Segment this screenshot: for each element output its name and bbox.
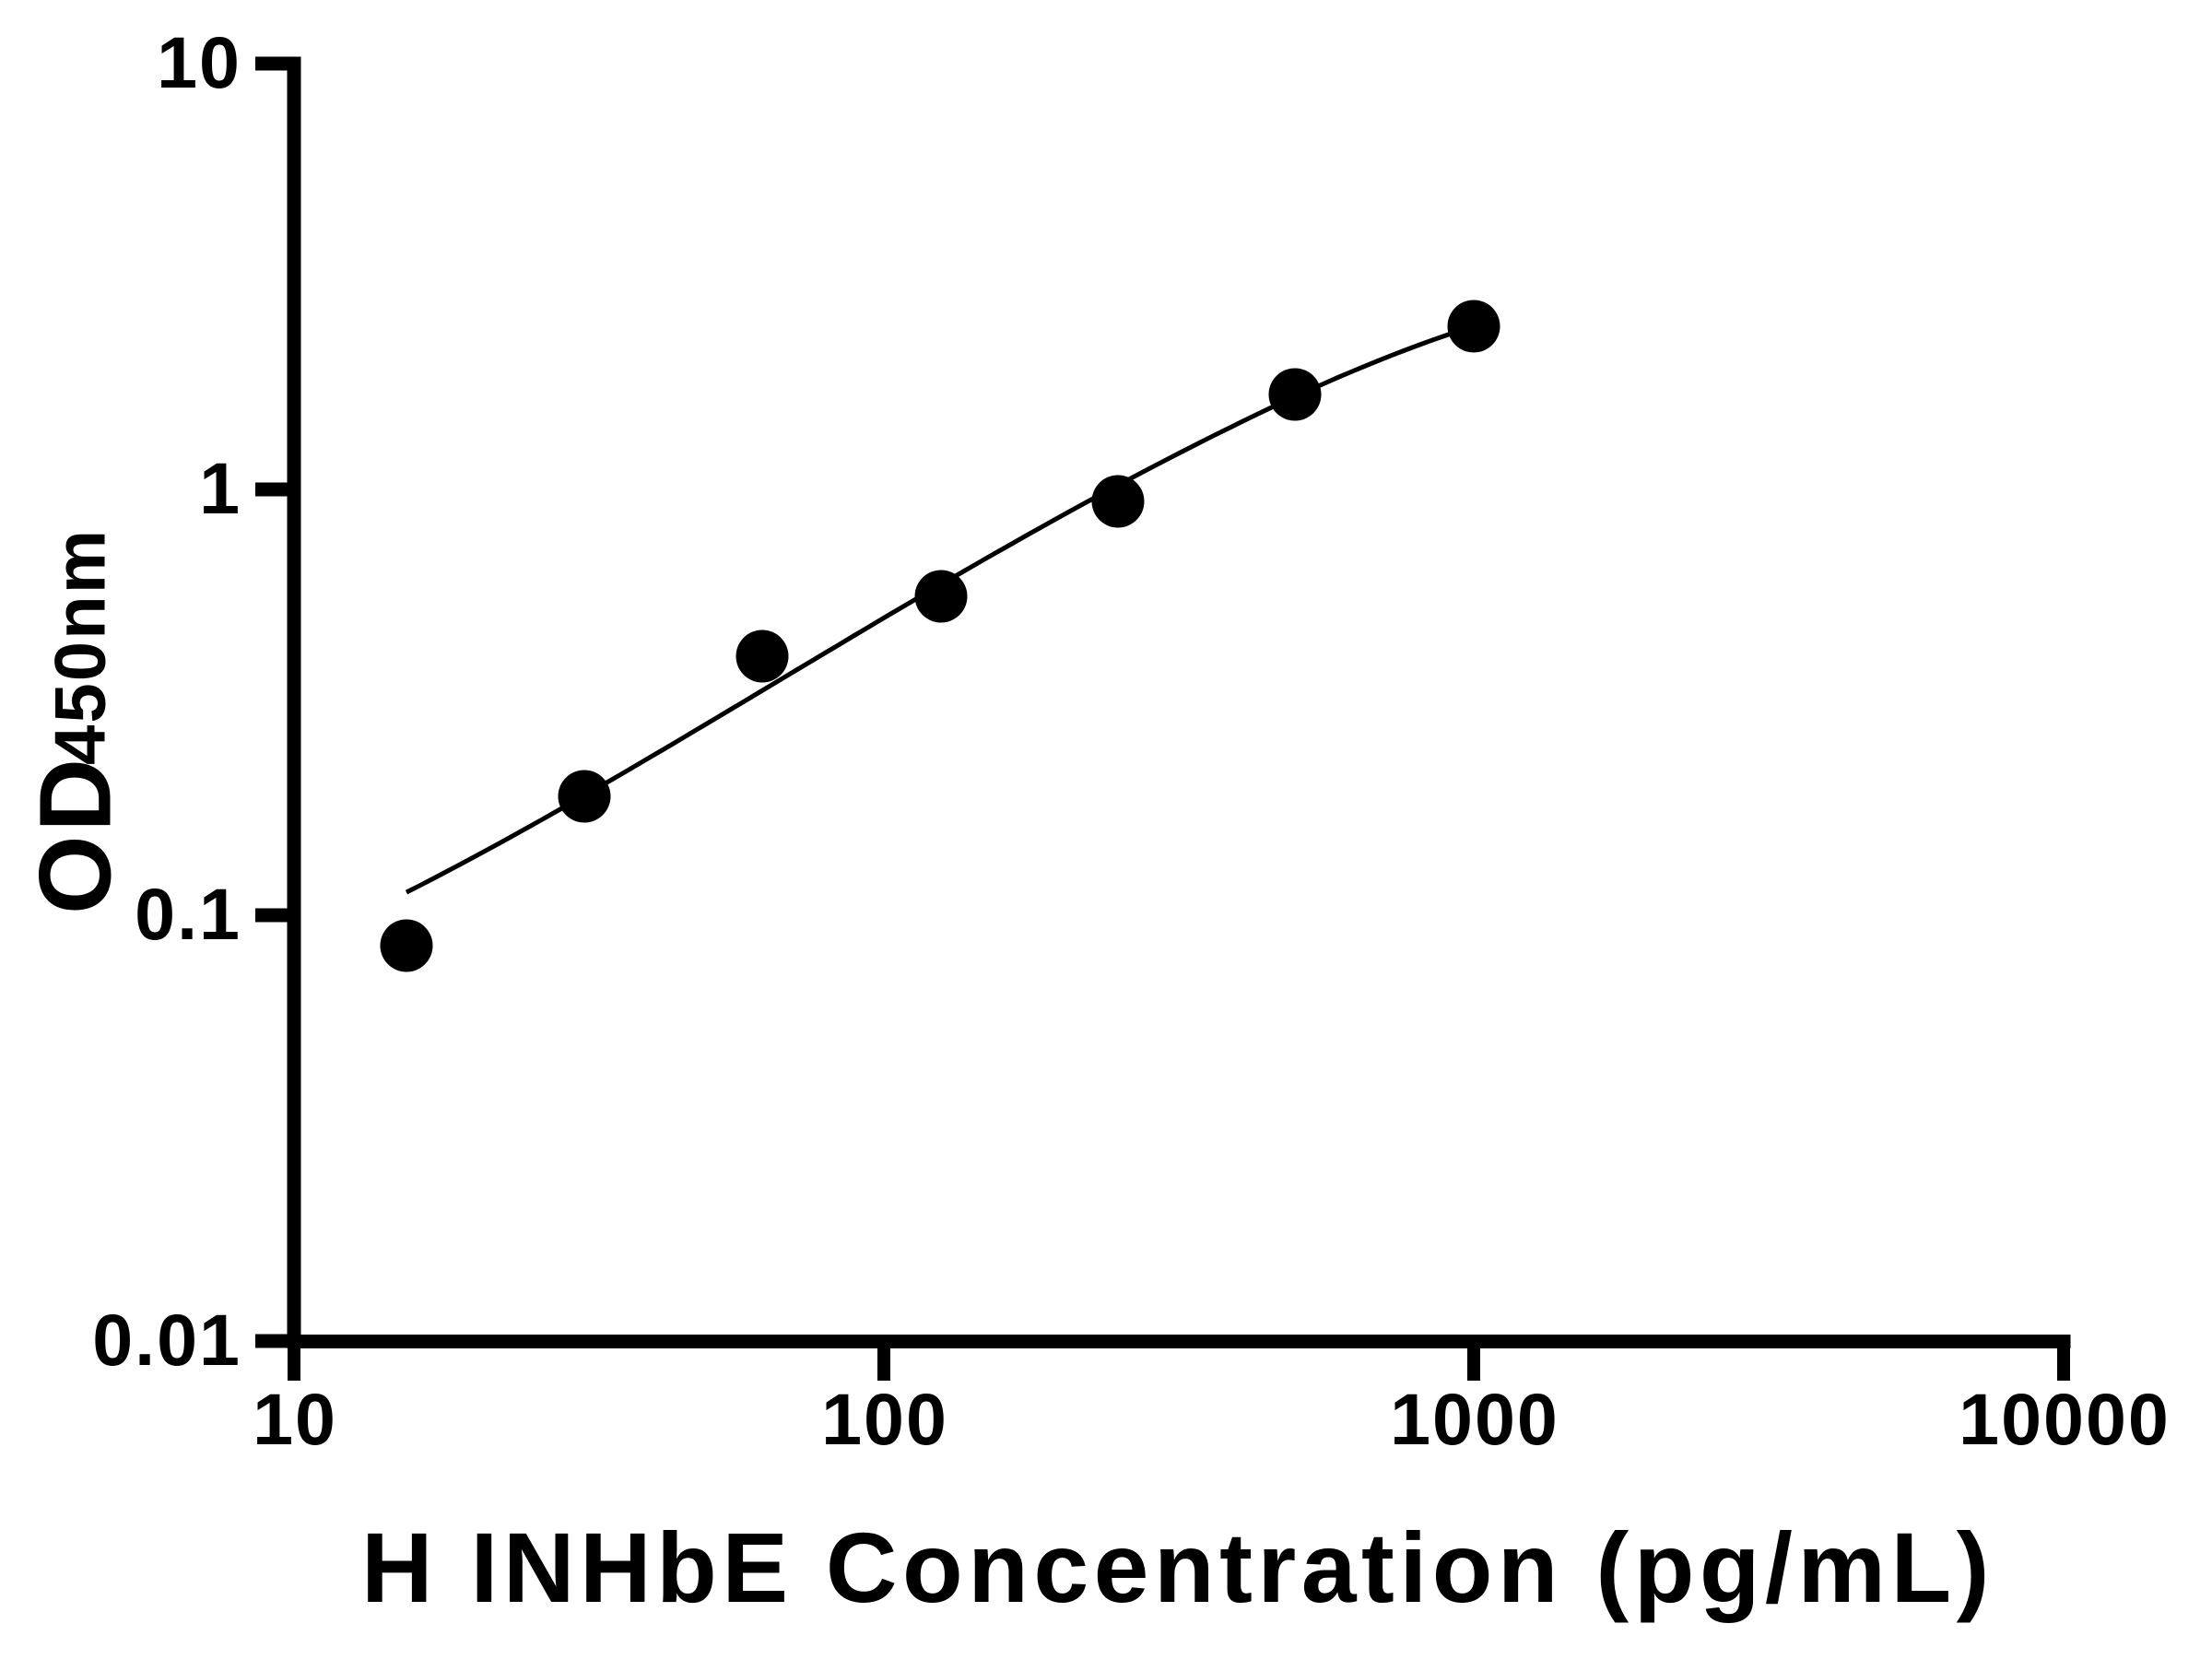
svg-text:10: 10: [253, 1378, 337, 1460]
svg-text:10000: 10000: [1959, 1378, 2171, 1460]
svg-text:0.01: 0.01: [92, 1299, 241, 1381]
svg-text:1: 1: [199, 447, 241, 529]
svg-text:1000: 1000: [1390, 1378, 1559, 1460]
svg-text:100: 100: [821, 1378, 948, 1460]
svg-text:OD: OD: [19, 755, 133, 914]
svg-text:0.1: 0.1: [135, 873, 241, 955]
svg-text:10: 10: [157, 21, 241, 103]
svg-text:H INHbE Concentration (pg/mL): H INHbE Concentration (pg/mL): [361, 1512, 1994, 1623]
svg-text:450nm: 450nm: [40, 528, 121, 765]
